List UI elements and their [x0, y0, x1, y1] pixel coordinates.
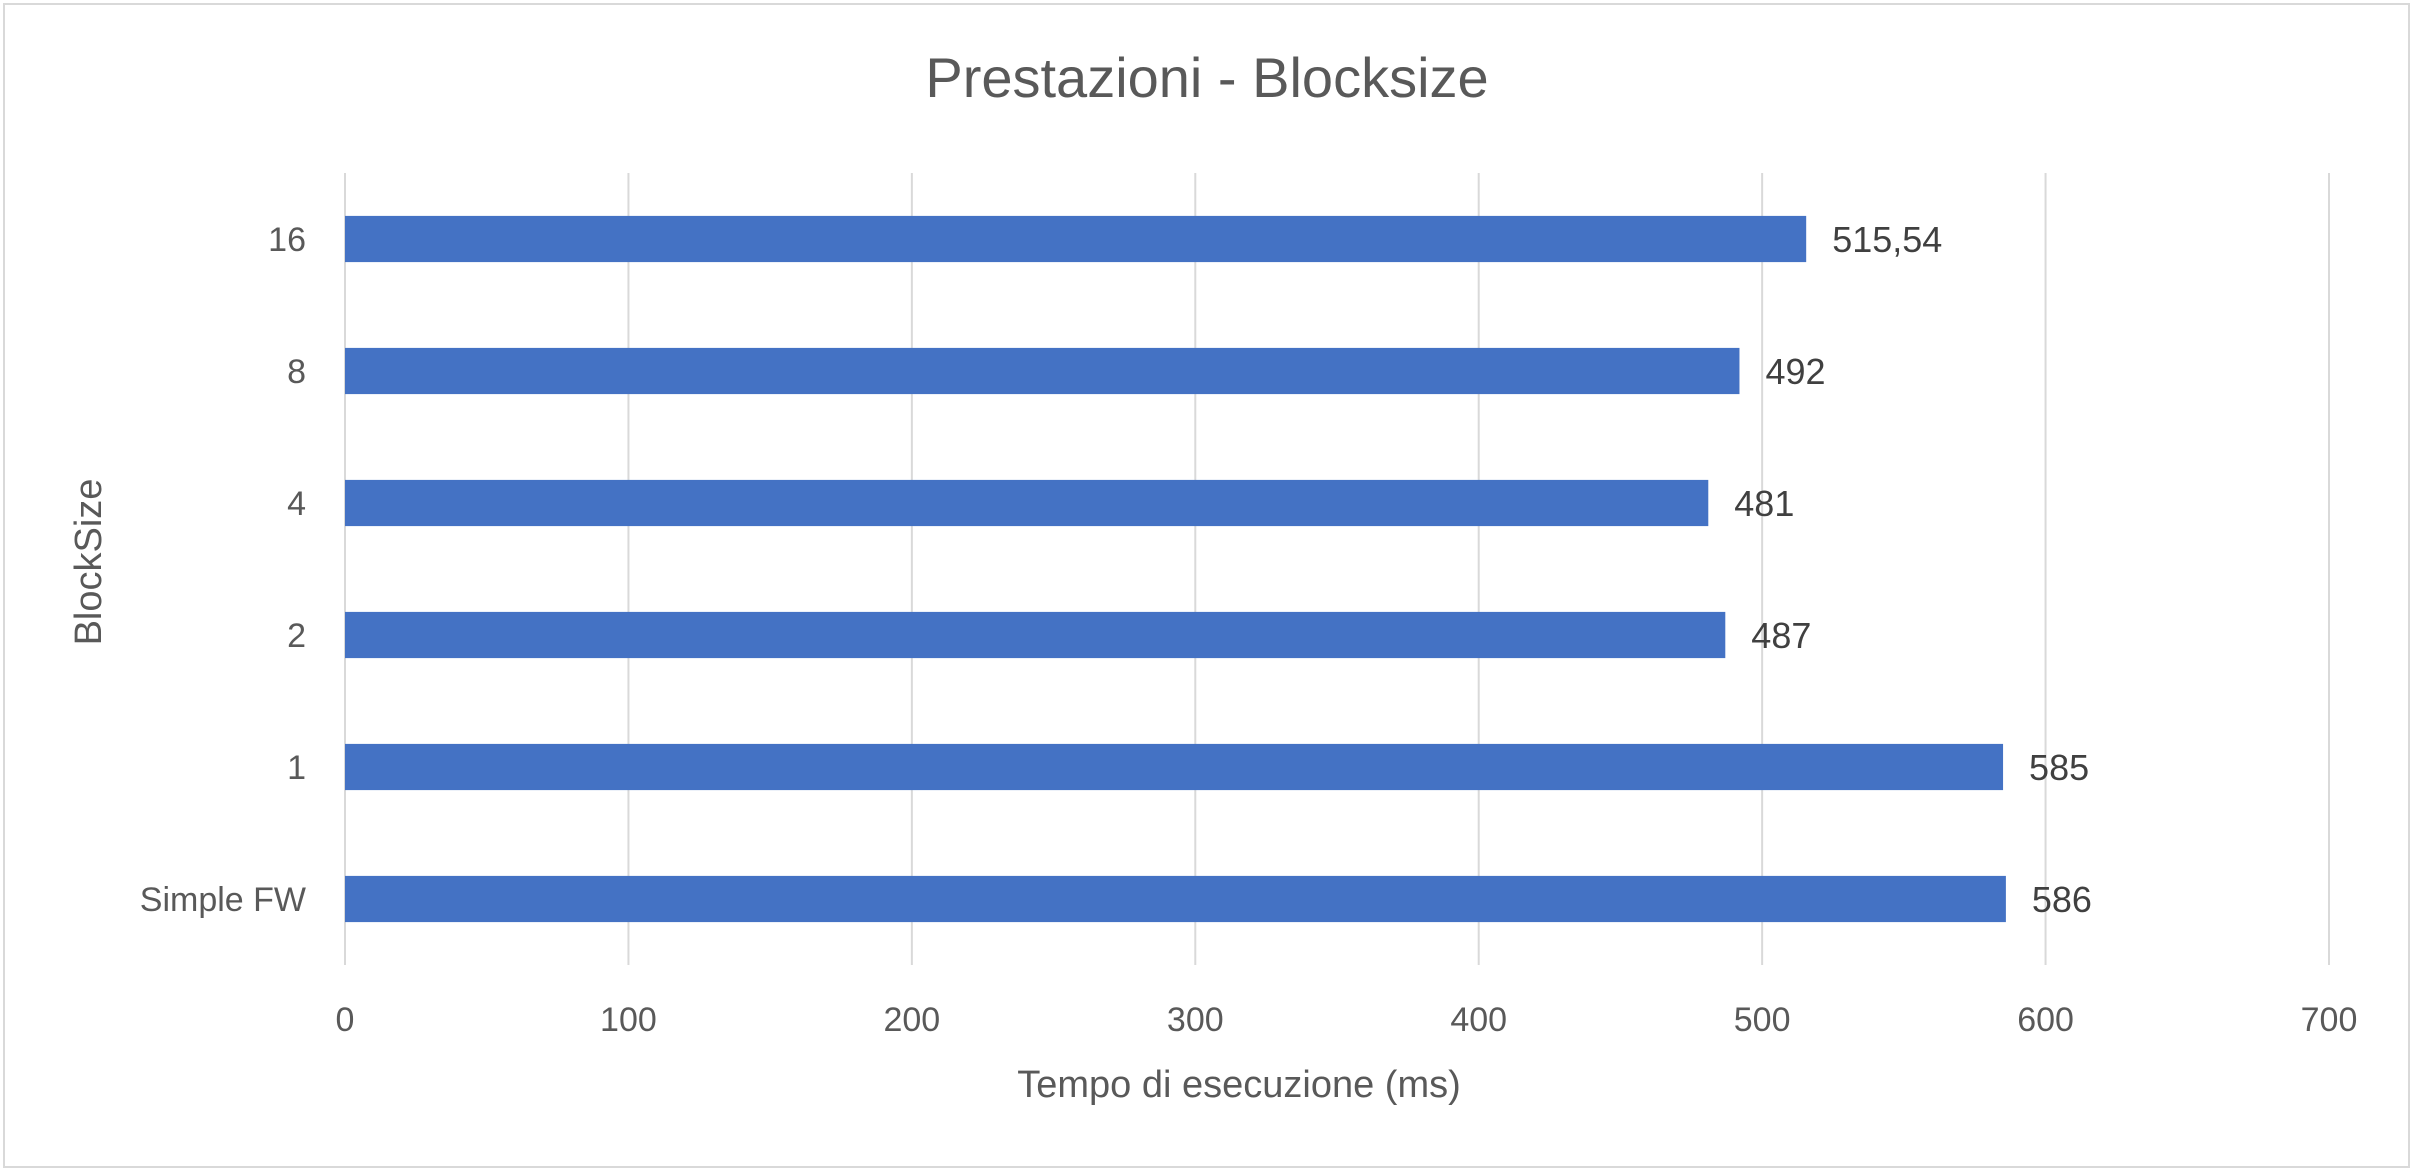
- y-category-label: 4: [287, 485, 306, 523]
- y-category-label: 2: [287, 617, 306, 655]
- x-tick-label: 500: [1734, 1001, 1791, 1039]
- chart-title: Prestazioni - Blocksize: [925, 46, 1488, 109]
- labels: 0 100 200 300 400 500 600 700 16 515,54 8 492 4 481 2 4…: [140, 219, 2358, 1039]
- x-tick-label: 200: [883, 1001, 940, 1039]
- y-category-label: Simple FW: [140, 881, 306, 919]
- x-tick-label: 100: [600, 1001, 657, 1039]
- y-axis-title: BlockSize: [68, 479, 110, 646]
- y-category-label: 16: [268, 221, 306, 259]
- bar-1: [345, 743, 2004, 791]
- bar-4: [345, 479, 1709, 527]
- data-label: 585: [2029, 747, 2089, 788]
- x-tick-label: 600: [2017, 1001, 2074, 1039]
- chart-frame: [3, 3, 2410, 1168]
- data-label: 492: [1765, 351, 1825, 392]
- x-axis-title: Tempo di esecuzione (ms): [1017, 1064, 1461, 1106]
- x-tick-label: 300: [1167, 1001, 1224, 1039]
- bars: [345, 215, 2006, 923]
- x-tick-label: 700: [2301, 1001, 2358, 1039]
- bar-16: [345, 215, 1807, 263]
- data-label: 515,54: [1832, 219, 1942, 260]
- data-label: 586: [2032, 879, 2092, 920]
- gridlines: [344, 173, 2330, 965]
- bar-simple-fw: [345, 875, 2006, 923]
- y-category-label: 8: [287, 353, 306, 391]
- y-category-label: 1: [287, 749, 306, 787]
- data-label: 487: [1751, 615, 1811, 656]
- bar-2: [345, 611, 1726, 659]
- bar-8: [345, 347, 1740, 395]
- data-label: 481: [1734, 483, 1794, 524]
- x-tick-label: 0: [336, 1001, 355, 1039]
- x-tick-label: 400: [1450, 1001, 1507, 1039]
